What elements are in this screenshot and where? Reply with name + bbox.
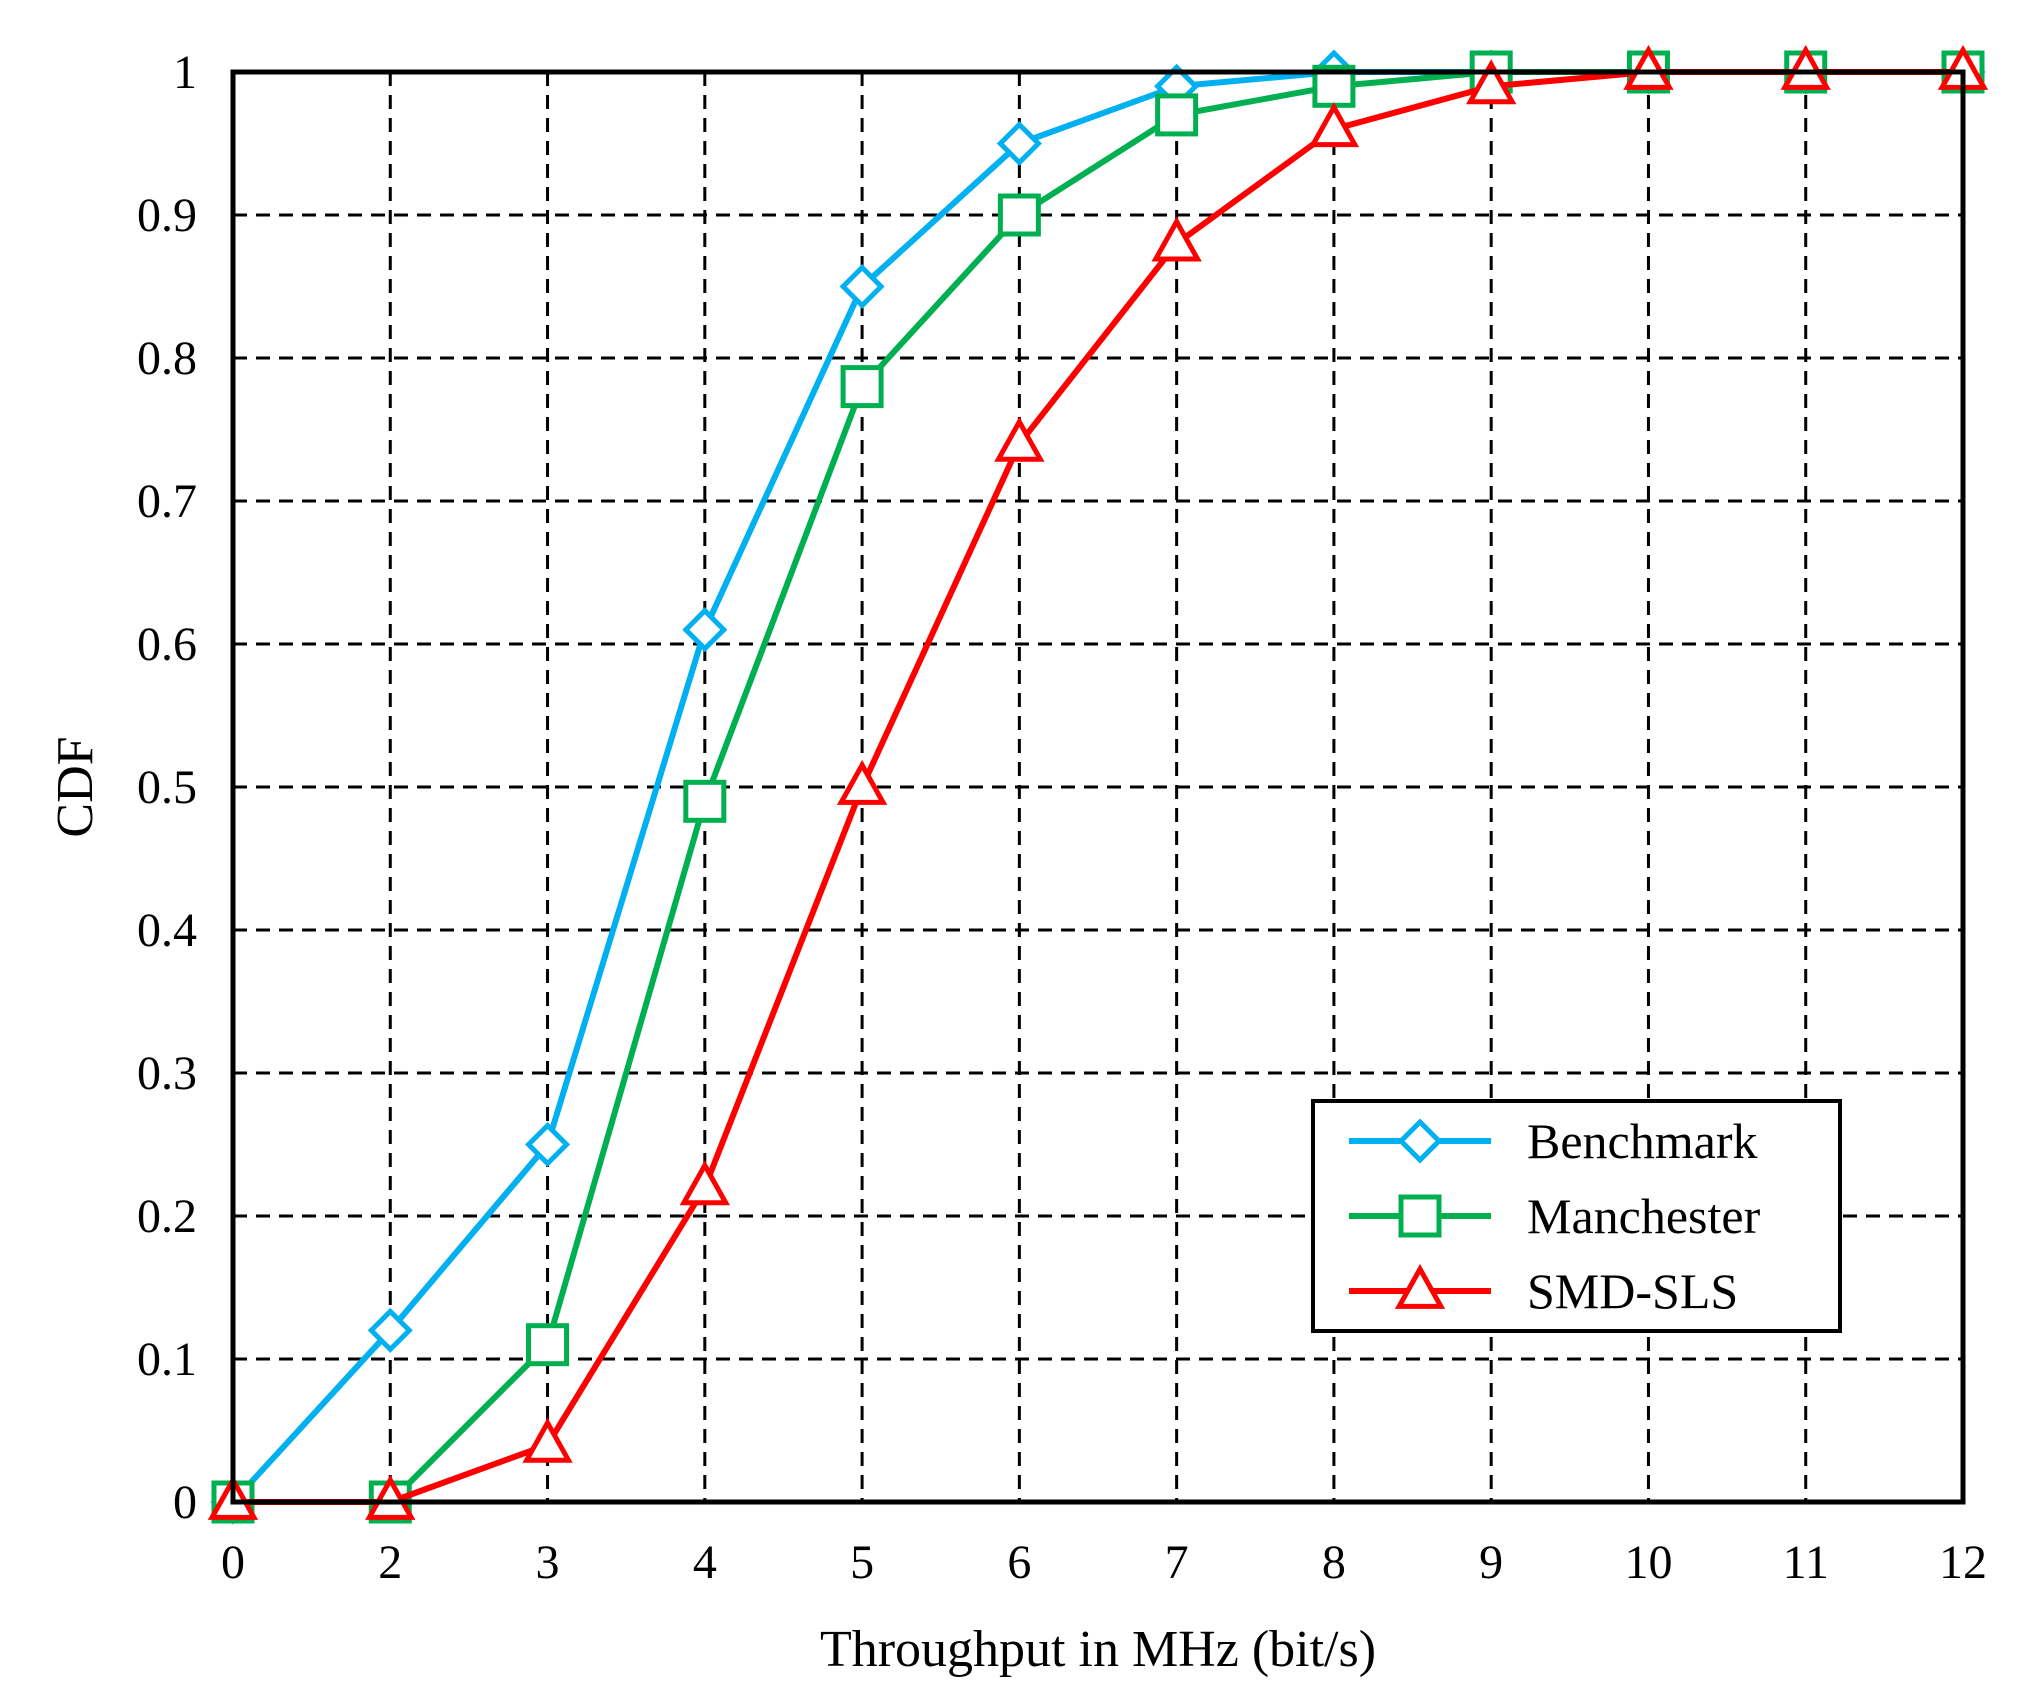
legend-marker-manchester: [1398, 1194, 1442, 1238]
x-tick-label: 4: [693, 1536, 717, 1589]
data-point-smd-sls: [365, 1474, 416, 1520]
x-tick-label: 6: [1007, 1536, 1031, 1589]
x-tick-label: 9: [1479, 1536, 1503, 1589]
legend-label-manchester: Manchester: [1527, 1188, 1761, 1244]
x-tick-label: 11: [1783, 1536, 1829, 1589]
y-tick-label: 0.3: [137, 1047, 197, 1100]
x-tick-label: 12: [1939, 1536, 1987, 1589]
data-point-manchester: [997, 193, 1041, 237]
data-point-manchester: [1155, 93, 1199, 137]
data-point-smd-sls: [1151, 216, 1202, 262]
data-point-smd-sls: [1308, 102, 1360, 148]
x-axis-ticks: 0 2 3 4 5 6 7 8 9 10 11 12: [221, 1536, 1987, 1589]
x-tick-label: 5: [850, 1536, 874, 1589]
data-point-smd-sls: [1780, 44, 1831, 90]
data-point-benchmark: [367, 1307, 413, 1353]
data-point-smd-sls: [679, 1160, 730, 1206]
data-point-manchester: [683, 779, 727, 823]
data-point-benchmark: [839, 263, 885, 310]
x-tick-label: 8: [1322, 1536, 1346, 1589]
data-point-smd-sls: [1623, 44, 1674, 90]
y-axis-ticks: 0 0.1 0.2 0.3 0.4 0.5 0.6 0.7 0.8 0.9 1: [137, 46, 197, 1529]
data-point-smd-sls: [1466, 59, 1517, 105]
data-point-benchmark: [682, 607, 728, 653]
legend-item-manchester: Manchester: [1349, 1188, 1761, 1244]
data-point-benchmark: [996, 120, 1042, 167]
legend-label-smd-sls: SMD-SLS: [1527, 1263, 1738, 1319]
y-tick-label: 0.1: [137, 1333, 197, 1386]
data-point-manchester: [840, 365, 884, 409]
x-axis-label: Throughput in MHz (bit/s): [820, 1621, 1376, 1678]
data-point-smd-sls: [994, 416, 1045, 462]
y-tick-label: 0.4: [137, 904, 197, 957]
legend: Benchmark Manchester SMD-SLS: [1311, 1099, 1842, 1333]
data-point-manchester: [526, 1323, 570, 1367]
grid-lines: [233, 72, 1963, 1502]
y-tick-label: 0.6: [137, 618, 197, 671]
y-tick-label: 0.5: [137, 761, 197, 814]
data-point-smd-sls: [836, 759, 888, 805]
x-tick-label: 3: [536, 1536, 560, 1589]
legend-marker-smd-sls: [1394, 1263, 1446, 1309]
y-tick-label: 0.7: [137, 475, 197, 528]
legend-item-smd-sls: SMD-SLS: [1349, 1263, 1738, 1319]
data-point-smd-sls: [522, 1417, 573, 1463]
y-tick-label: 0.9: [137, 189, 197, 242]
y-tick-label: 0: [173, 1476, 197, 1529]
x-tick-label: 10: [1624, 1536, 1672, 1589]
legend-label-benchmark: Benchmark: [1527, 1113, 1757, 1169]
y-tick-label: 0.2: [137, 1190, 197, 1243]
plot-frame: [230, 69, 1966, 1505]
data-point-benchmark: [525, 1121, 571, 1168]
y-tick-label: 0.8: [137, 332, 197, 385]
y-tick-label: 1: [173, 46, 197, 99]
x-tick-label: 7: [1165, 1536, 1189, 1589]
legend-marker-benchmark: [1397, 1118, 1443, 1164]
legend-item-benchmark: Benchmark: [1349, 1113, 1757, 1169]
x-tick-label: 2: [378, 1536, 402, 1589]
x-tick-label: 0: [221, 1536, 245, 1589]
y-axis-label: CDF: [47, 736, 104, 837]
